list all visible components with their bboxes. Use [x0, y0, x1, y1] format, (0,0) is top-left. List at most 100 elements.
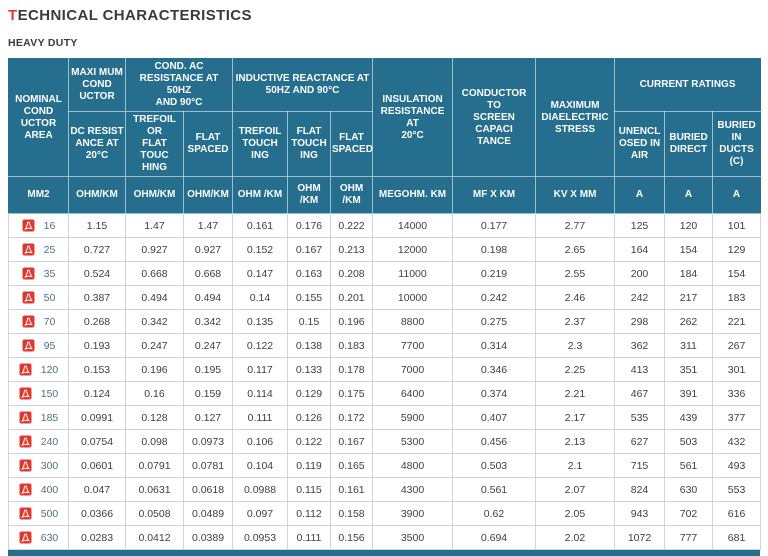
table-header: NOMINAL COND UCTOR AREA MAXI MUM COND UC… — [8, 58, 762, 214]
data-cell: 503 — [664, 429, 714, 454]
data-cell: 391 — [664, 381, 714, 406]
col-header-nominal-conductor-area: NOMINAL COND UCTOR AREA — [8, 58, 69, 177]
data-cell: 164 — [614, 237, 666, 262]
data-cell: 0.183 — [329, 333, 374, 358]
pdf-icon[interactable] — [19, 459, 32, 472]
data-cell: 0.0283 — [68, 525, 126, 550]
page-title-text: ECHNICAL CHARACTERISTICS — [17, 7, 252, 24]
unit-ohm-km-5: OHM /KM — [287, 176, 331, 214]
data-cell: 14000 — [372, 213, 454, 238]
data-cell: 129 — [712, 237, 762, 262]
data-cell: 0.668 — [125, 261, 184, 286]
data-cell: 200 — [614, 261, 666, 286]
data-cell: 0.14 — [232, 285, 288, 310]
pdf-icon[interactable] — [22, 243, 35, 256]
data-cell: 298 — [614, 309, 666, 334]
data-cell: 0.196 — [125, 357, 184, 382]
area-cell-content: 120 — [9, 363, 68, 376]
data-cell: 777 — [664, 525, 714, 550]
data-cell: 2.02 — [535, 525, 616, 550]
data-cell: 0.62 — [452, 501, 537, 526]
data-cell: 4800 — [372, 453, 454, 478]
data-cell: 0.0631 — [125, 477, 184, 502]
data-cell: 0.159 — [183, 381, 233, 406]
data-cell: 0.111 — [287, 525, 331, 550]
area-cell: 400 — [8, 477, 69, 502]
area-cell: 185 — [8, 405, 69, 430]
data-cell: 242 — [614, 285, 666, 310]
data-cell: 0.242 — [452, 285, 537, 310]
data-cell: 0.167 — [287, 237, 331, 262]
data-cell: 311 — [664, 333, 714, 358]
data-cell: 0.153 — [68, 357, 126, 382]
pdf-icon[interactable] — [19, 387, 32, 400]
data-cell: 0.119 — [287, 453, 331, 478]
data-cell: 0.122 — [232, 333, 288, 358]
data-cell: 0.0991 — [68, 405, 126, 430]
area-cell-content: 50 — [9, 291, 68, 304]
area-cell: 120 — [8, 357, 69, 382]
pdf-icon[interactable] — [22, 339, 35, 352]
col-header-trefoil-touching: TREFOIL TOUCH ING — [232, 111, 288, 177]
data-cell: 681 — [712, 525, 762, 550]
area-cell: 25 — [8, 237, 69, 262]
data-cell: 0.314 — [452, 333, 537, 358]
pdf-icon[interactable] — [19, 483, 32, 496]
data-cell: 0.342 — [183, 309, 233, 334]
data-cell: 0.524 — [68, 261, 126, 286]
pdf-icon[interactable] — [22, 267, 35, 280]
area-cell-content: 400 — [9, 483, 68, 496]
data-cell: 0.0781 — [183, 453, 233, 478]
pdf-icon[interactable] — [22, 291, 35, 304]
data-cell: 0.172 — [329, 405, 374, 430]
area-value: 630 — [40, 531, 59, 544]
data-cell: 0.247 — [183, 333, 233, 358]
area-value: 25 — [43, 243, 56, 256]
data-cell: 0.208 — [329, 261, 374, 286]
area-cell: 500 — [8, 501, 69, 526]
table-row: 16 1.15 1.47 1.47 0.161 0.176 0.222 14000 0.177 2… — [8, 213, 762, 238]
col-header-flat-spaced-reactance: FLAT SPACED — [329, 111, 374, 177]
data-cell: 154 — [712, 261, 762, 286]
data-cell: 0.927 — [183, 237, 233, 262]
data-cell: 0.122 — [287, 429, 331, 454]
data-cell: 0.927 — [125, 237, 184, 262]
data-cell: 0.494 — [183, 285, 233, 310]
data-cell: 0.213 — [329, 237, 374, 262]
data-cell: 377 — [712, 405, 762, 430]
area-value: 185 — [40, 411, 59, 424]
data-cell: 0.104 — [232, 453, 288, 478]
page-subtitle: HEAVY DUTY — [8, 37, 78, 49]
unit-megohm-km: MEGOHM. KM — [372, 176, 454, 214]
data-cell: 0.133 — [287, 357, 331, 382]
data-cell: 120 — [664, 213, 714, 238]
pdf-icon[interactable] — [19, 411, 32, 424]
area-cell: 70 — [8, 309, 69, 334]
pdf-icon[interactable] — [19, 363, 32, 376]
col-header-flat-touching: FLAT TOUCH ING — [287, 111, 331, 177]
area-value: 150 — [40, 387, 59, 400]
pdf-icon[interactable] — [22, 219, 35, 232]
data-cell: 413 — [614, 357, 666, 382]
col-header-maximum-conductor: MAXI MUM COND UCTOR — [68, 58, 126, 112]
data-cell: 262 — [664, 309, 714, 334]
pdf-icon[interactable] — [19, 435, 32, 448]
data-cell: 0.387 — [68, 285, 126, 310]
data-cell: 0.127 — [183, 405, 233, 430]
pdf-icon[interactable] — [19, 507, 32, 520]
data-cell: 2.07 — [535, 477, 616, 502]
data-cell: 0.0618 — [183, 477, 233, 502]
data-cell: 1072 — [614, 525, 666, 550]
data-cell: 1.47 — [125, 213, 184, 238]
data-cell: 0.129 — [287, 381, 331, 406]
data-cell: 0.124 — [68, 381, 126, 406]
unit-ohm-km-2: OHM/KM — [125, 176, 184, 214]
pdf-icon[interactable] — [19, 531, 32, 544]
data-cell: 0.561 — [452, 477, 537, 502]
pdf-icon[interactable] — [22, 315, 35, 328]
unit-ohm-km-4: OHM /KM — [232, 176, 288, 214]
data-cell: 2.13 — [535, 429, 616, 454]
data-cell: 1.47 — [183, 213, 233, 238]
data-cell: 0.268 — [68, 309, 126, 334]
data-cell: 616 — [712, 501, 762, 526]
